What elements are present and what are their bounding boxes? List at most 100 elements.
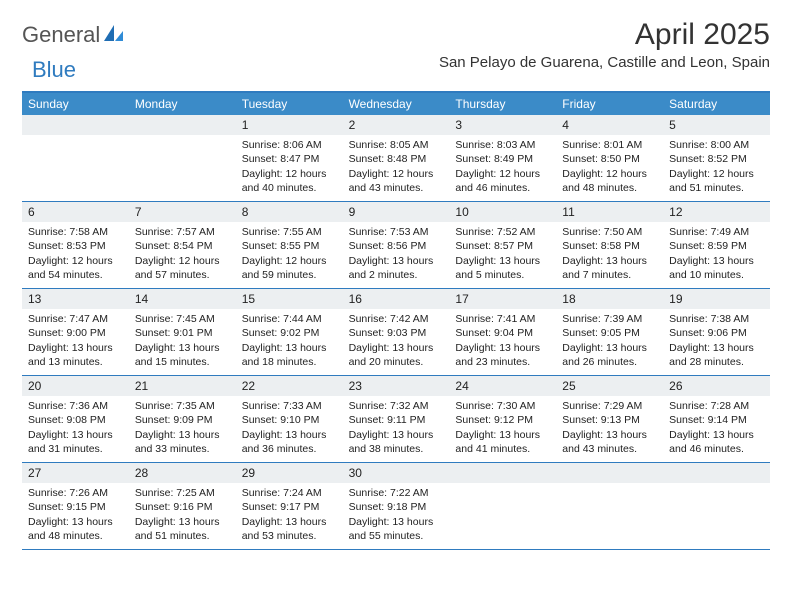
daylight-text: Daylight: 13 hours and 55 minutes. — [349, 515, 444, 543]
sunset-text: Sunset: 9:10 PM — [242, 413, 337, 427]
sunset-text: Sunset: 8:54 PM — [135, 239, 230, 253]
day-number: 28 — [129, 463, 236, 483]
day-details: Sunrise: 7:35 AMSunset: 9:09 PMDaylight:… — [129, 396, 236, 462]
day-number: 21 — [129, 376, 236, 396]
sunrise-text: Sunrise: 8:06 AM — [242, 138, 337, 152]
day-details: Sunrise: 7:28 AMSunset: 9:14 PMDaylight:… — [663, 396, 770, 462]
day-cell: 6Sunrise: 7:58 AMSunset: 8:53 PMDaylight… — [22, 202, 129, 288]
day-details: Sunrise: 7:52 AMSunset: 8:57 PMDaylight:… — [449, 222, 556, 288]
day-header-row: Sunday Monday Tuesday Wednesday Thursday… — [22, 93, 770, 115]
dayhead-fri: Friday — [556, 93, 663, 115]
weeks-container: 1Sunrise: 8:06 AMSunset: 8:47 PMDaylight… — [22, 115, 770, 550]
sunrise-text: Sunrise: 7:24 AM — [242, 486, 337, 500]
sunset-text: Sunset: 8:58 PM — [562, 239, 657, 253]
sunset-text: Sunset: 9:01 PM — [135, 326, 230, 340]
dayhead-sat: Saturday — [663, 93, 770, 115]
sunset-text: Sunset: 9:08 PM — [28, 413, 123, 427]
day-number: 13 — [22, 289, 129, 309]
day-number: 24 — [449, 376, 556, 396]
day-cell: 11Sunrise: 7:50 AMSunset: 8:58 PMDayligh… — [556, 202, 663, 288]
daylight-text: Daylight: 13 hours and 43 minutes. — [562, 428, 657, 456]
day-cell: 19Sunrise: 7:38 AMSunset: 9:06 PMDayligh… — [663, 289, 770, 375]
day-details: Sunrise: 7:45 AMSunset: 9:01 PMDaylight:… — [129, 309, 236, 375]
sunrise-text: Sunrise: 8:05 AM — [349, 138, 444, 152]
day-number — [22, 115, 129, 135]
daylight-text: Daylight: 13 hours and 23 minutes. — [455, 341, 550, 369]
sunset-text: Sunset: 8:48 PM — [349, 152, 444, 166]
day-number: 25 — [556, 376, 663, 396]
sunrise-text: Sunrise: 7:57 AM — [135, 225, 230, 239]
daylight-text: Daylight: 13 hours and 18 minutes. — [242, 341, 337, 369]
week-row: 27Sunrise: 7:26 AMSunset: 9:15 PMDayligh… — [22, 463, 770, 550]
day-details: Sunrise: 7:41 AMSunset: 9:04 PMDaylight:… — [449, 309, 556, 375]
day-cell: 13Sunrise: 7:47 AMSunset: 9:00 PMDayligh… — [22, 289, 129, 375]
day-number: 9 — [343, 202, 450, 222]
sunset-text: Sunset: 9:13 PM — [562, 413, 657, 427]
sunset-text: Sunset: 8:55 PM — [242, 239, 337, 253]
day-cell: 2Sunrise: 8:05 AMSunset: 8:48 PMDaylight… — [343, 115, 450, 201]
day-cell: 23 Sunrise: 7:32 AMSunset: 9:11 PMDayligh… — [343, 376, 450, 462]
daylight-text: Daylight: 13 hours and 28 minutes. — [669, 341, 764, 369]
day-number: 14 — [129, 289, 236, 309]
sunset-text: Sunset: 9:11 PM — [349, 413, 444, 427]
day-number: 6 — [22, 202, 129, 222]
sunrise-text: Sunrise: 7:36 AM — [28, 399, 123, 413]
day-cell: 28Sunrise: 7:25 AMSunset: 9:16 PMDayligh… — [129, 463, 236, 549]
dayhead-tue: Tuesday — [236, 93, 343, 115]
daylight-text: Daylight: 12 hours and 48 minutes. — [562, 167, 657, 195]
title-block: April 2025 San Pelayo de Guarena, Castil… — [439, 18, 770, 71]
day-cell: 17Sunrise: 7:41 AMSunset: 9:04 PMDayligh… — [449, 289, 556, 375]
daylight-text: Daylight: 13 hours and 51 minutes. — [135, 515, 230, 543]
day-number: 12 — [663, 202, 770, 222]
day-cell: 8Sunrise: 7:55 AMSunset: 8:55 PMDaylight… — [236, 202, 343, 288]
day-details — [449, 483, 556, 492]
sunset-text: Sunset: 8:50 PM — [562, 152, 657, 166]
day-details — [129, 135, 236, 144]
day-details — [663, 483, 770, 492]
day-details: Sunrise: 7:55 AMSunset: 8:55 PMDaylight:… — [236, 222, 343, 288]
day-cell: 9Sunrise: 7:53 AMSunset: 8:56 PMDaylight… — [343, 202, 450, 288]
day-cell: 26Sunrise: 7:28 AMSunset: 9:14 PMDayligh… — [663, 376, 770, 462]
day-cell: 4Sunrise: 8:01 AMSunset: 8:50 PMDaylight… — [556, 115, 663, 201]
day-details: Sunrise: 8:06 AMSunset: 8:47 PMDaylight:… — [236, 135, 343, 201]
day-cell: 12Sunrise: 7:49 AMSunset: 8:59 PMDayligh… — [663, 202, 770, 288]
day-number: 3 — [449, 115, 556, 135]
month-title: April 2025 — [439, 18, 770, 52]
daylight-text: Daylight: 13 hours and 15 minutes. — [135, 341, 230, 369]
day-number: 23 — [343, 376, 450, 396]
day-number: 22 — [236, 376, 343, 396]
sunrise-text: Sunrise: 7:45 AM — [135, 312, 230, 326]
day-cell: 7Sunrise: 7:57 AMSunset: 8:54 PMDaylight… — [129, 202, 236, 288]
day-cell: 15Sunrise: 7:44 AMSunset: 9:02 PMDayligh… — [236, 289, 343, 375]
sunrise-text: Sunrise: 7:32 AM — [349, 399, 444, 413]
daylight-text: Daylight: 13 hours and 36 minutes. — [242, 428, 337, 456]
daylight-text: Daylight: 13 hours and 48 minutes. — [28, 515, 123, 543]
sunset-text: Sunset: 9:18 PM — [349, 500, 444, 514]
day-cell: 24Sunrise: 7:30 AMSunset: 9:12 PMDayligh… — [449, 376, 556, 462]
daylight-text: Daylight: 12 hours and 51 minutes. — [669, 167, 764, 195]
day-details: Sunrise: 7:44 AMSunset: 9:02 PMDaylight:… — [236, 309, 343, 375]
sunset-text: Sunset: 8:49 PM — [455, 152, 550, 166]
sunset-text: Sunset: 9:15 PM — [28, 500, 123, 514]
day-number: 19 — [663, 289, 770, 309]
calendar: Sunday Monday Tuesday Wednesday Thursday… — [22, 91, 770, 550]
sunrise-text: Sunrise: 7:53 AM — [349, 225, 444, 239]
day-number: 2 — [343, 115, 450, 135]
day-cell: 29Sunrise: 7:24 AMSunset: 9:17 PMDayligh… — [236, 463, 343, 549]
sunset-text: Sunset: 8:59 PM — [669, 239, 764, 253]
day-details: Sunrise: 7:36 AMSunset: 9:08 PMDaylight:… — [22, 396, 129, 462]
sunset-text: Sunset: 8:53 PM — [28, 239, 123, 253]
sunrise-text: Sunrise: 7:58 AM — [28, 225, 123, 239]
day-details: Sunrise: 8:03 AMSunset: 8:49 PMDaylight:… — [449, 135, 556, 201]
day-details — [22, 135, 129, 144]
week-row: 1Sunrise: 8:06 AMSunset: 8:47 PMDaylight… — [22, 115, 770, 202]
daylight-text: Daylight: 13 hours and 13 minutes. — [28, 341, 123, 369]
daylight-text: Daylight: 13 hours and 26 minutes. — [562, 341, 657, 369]
day-details: Sunrise: 8:01 AMSunset: 8:50 PMDaylight:… — [556, 135, 663, 201]
day-cell: 14Sunrise: 7:45 AMSunset: 9:01 PMDayligh… — [129, 289, 236, 375]
sunrise-text: Sunrise: 7:47 AM — [28, 312, 123, 326]
sunrise-text: Sunrise: 7:42 AM — [349, 312, 444, 326]
daylight-text: Daylight: 13 hours and 38 minutes. — [349, 428, 444, 456]
week-row: 6Sunrise: 7:58 AMSunset: 8:53 PMDaylight… — [22, 202, 770, 289]
day-details: Sunrise: 7:25 AMSunset: 9:16 PMDaylight:… — [129, 483, 236, 549]
